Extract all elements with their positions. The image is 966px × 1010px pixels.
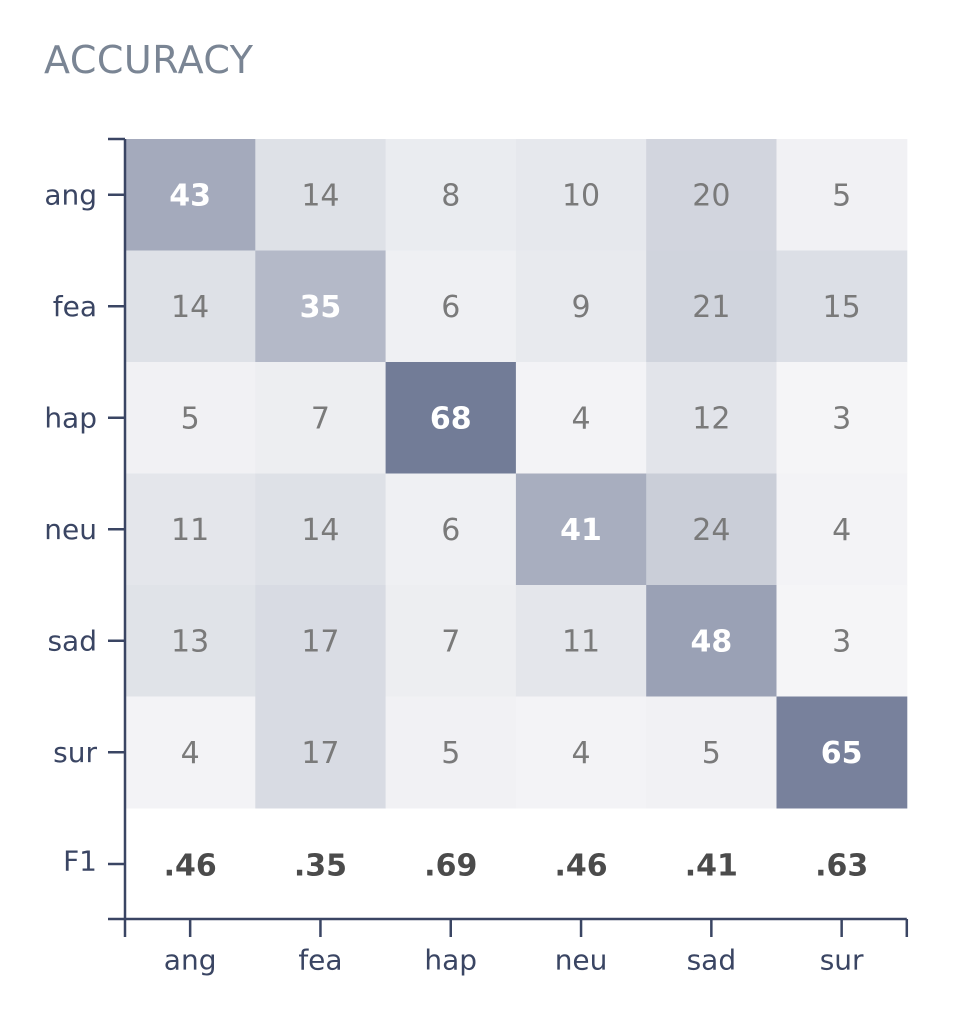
- cell-value: 7: [441, 624, 460, 659]
- f1-value: .69: [424, 849, 477, 884]
- cell-value: 10: [562, 178, 600, 213]
- cell-value: 8: [441, 178, 460, 213]
- x-tick-label: fea: [298, 944, 342, 977]
- cell-value: 12: [692, 401, 730, 436]
- cell-value: 65: [821, 736, 863, 771]
- x-tick-label: sad: [687, 944, 737, 977]
- heatmap-cell: [646, 585, 777, 697]
- heatmap-cell: [255, 362, 387, 474]
- cell-value: 41: [560, 513, 602, 548]
- cell-value: 5: [441, 736, 460, 771]
- heatmap-cell: [515, 250, 647, 363]
- cell-value: 3: [832, 624, 851, 659]
- heatmap-cell: [515, 362, 647, 474]
- cell-value: 4: [572, 736, 591, 771]
- y-tick-label: fea: [53, 290, 97, 323]
- x-tick-label: neu: [555, 944, 608, 977]
- cell-value: 15: [823, 290, 861, 325]
- cell-value: 5: [702, 736, 721, 771]
- y-tick-label: sad: [47, 624, 97, 657]
- heatmap-cell: [385, 362, 517, 474]
- heatmap-cell: [515, 139, 647, 251]
- y-tick-label: neu: [44, 513, 97, 546]
- y-tick-label: hap: [44, 401, 97, 434]
- cell-value: 14: [301, 178, 339, 213]
- f1-value: .41: [685, 849, 738, 884]
- heatmap-cell: [776, 585, 908, 697]
- heatmap-cell: [125, 250, 256, 363]
- f1-row-label: F1: [63, 845, 97, 878]
- heatmap-cell: [385, 139, 517, 251]
- cell-value: 11: [171, 513, 209, 548]
- cell-value: 35: [300, 290, 342, 325]
- cell-value: 9: [572, 290, 591, 325]
- cell-value: 17: [301, 736, 339, 771]
- f1-value: .35: [294, 849, 347, 884]
- cell-value: 48: [690, 624, 732, 659]
- heatmap-cell: [776, 250, 908, 363]
- cell-value: 24: [692, 513, 730, 548]
- heatmap-cell: [776, 696, 908, 809]
- cell-value: 3: [832, 401, 851, 436]
- cell-value: 6: [441, 513, 460, 548]
- cell-value: 14: [171, 290, 209, 325]
- heatmap-cell: [255, 139, 387, 251]
- heatmap-cell: [125, 362, 256, 474]
- heatmap-cell: [125, 696, 256, 809]
- heatmap-cell: [776, 362, 908, 474]
- cell-value: 20: [692, 178, 730, 213]
- y-tick-label: sur: [53, 736, 97, 769]
- cell-value: 4: [181, 736, 200, 771]
- heatmap-cell: [646, 696, 777, 809]
- heatmap-cell: [776, 473, 908, 586]
- cell-value: 68: [430, 401, 472, 436]
- f1-value: .46: [164, 849, 217, 884]
- x-tick-label: sur: [820, 944, 864, 977]
- heatmap-cell: [646, 362, 777, 474]
- cell-value: 4: [572, 401, 591, 436]
- heatmap-cell: [385, 250, 517, 363]
- cell-value: 14: [301, 513, 339, 548]
- cell-value: 5: [181, 401, 200, 436]
- cell-value: 11: [562, 624, 600, 659]
- cell-value: 6: [441, 290, 460, 325]
- heatmap-cell: [125, 585, 256, 697]
- heatmap-cell: [125, 139, 256, 251]
- cell-value: 5: [832, 178, 851, 213]
- chart-title: ACCURACY: [44, 38, 254, 82]
- cell-value: 43: [169, 178, 211, 213]
- heatmap-cell: [515, 473, 647, 586]
- cell-value: 4: [832, 513, 851, 548]
- heatmap-cell: [125, 473, 256, 586]
- heatmap-cell: [515, 585, 647, 697]
- x-tick-label: ang: [164, 944, 217, 977]
- heatmap-cell: [385, 696, 517, 809]
- heatmap-cell: [515, 696, 647, 809]
- heatmap-cell: [255, 696, 387, 809]
- heatmap-cell: [385, 473, 517, 586]
- cell-value: 17: [301, 624, 339, 659]
- heatmap-cell: [646, 139, 777, 251]
- cell-value: 7: [311, 401, 330, 436]
- cell-value: 13: [171, 624, 209, 659]
- cell-value: 21: [692, 290, 730, 325]
- heatmap-cell: [646, 473, 777, 586]
- heatmap-cell: [255, 585, 387, 697]
- heatmap-cell: [255, 250, 387, 363]
- heatmap-cell: [646, 250, 777, 363]
- x-tick-label: hap: [424, 944, 477, 977]
- y-tick-label: ang: [44, 178, 97, 211]
- heatmap-cell: [776, 139, 908, 251]
- heatmap-cell: [385, 585, 517, 697]
- f1-value: .63: [815, 849, 868, 884]
- f1-value: .46: [554, 849, 607, 884]
- heatmap-cell: [255, 473, 387, 586]
